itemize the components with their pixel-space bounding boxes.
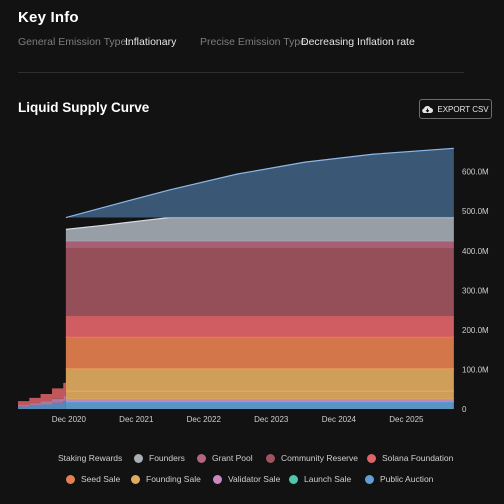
- legend-item-founding_sale[interactable]: Founding Sale: [131, 474, 201, 484]
- area-founding_sale-3: [65, 391, 454, 400]
- legend-item-grant_pool[interactable]: Grant Pool: [197, 453, 253, 463]
- y-tick-label: 200.0M: [462, 326, 489, 335]
- y-tick-label: 500.0M: [462, 207, 489, 216]
- y-tick-label: 100.0M: [462, 365, 489, 374]
- export-csv-label: EXPORT CSV: [437, 104, 489, 114]
- general-emission-value: Inflationary: [125, 36, 177, 48]
- liquid-supply-title: Liquid Supply Curve: [18, 100, 150, 115]
- y-tick-label: 400.0M: [462, 247, 489, 256]
- legend-label: Public Auction: [380, 474, 434, 484]
- legend-dot: [266, 453, 275, 463]
- legend-label: Solana Foundation: [382, 453, 454, 463]
- legend-label: Founding Sale: [146, 474, 201, 484]
- area-founding_sale-4: [65, 368, 454, 392]
- legend-label: Community Reserve: [281, 453, 358, 463]
- legend-item-community_reserve[interactable]: Community Reserve: [266, 453, 358, 463]
- area-seed_sale-5: [65, 337, 454, 369]
- legend-dot: [289, 474, 298, 484]
- legend-item-seed_sale[interactable]: Seed Sale: [66, 474, 120, 484]
- y-tick-label: 600.0M: [462, 168, 489, 177]
- legend-label: Launch Sale: [304, 474, 352, 484]
- legend-label: Validator Sale: [228, 474, 281, 484]
- x-tick-label: Dec 2024: [322, 415, 357, 424]
- x-tick-label: Dec 2022: [187, 415, 222, 424]
- general-emission-label: General Emission Type:: [18, 36, 130, 48]
- x-tick-label: Dec 2021: [119, 415, 154, 424]
- area-public_auction-0: [65, 401, 454, 409]
- legend-dot: [365, 474, 374, 484]
- export-csv-button[interactable]: EXPORT CSV: [419, 99, 492, 119]
- pre-launch-band-1: [18, 395, 66, 407]
- area-founders-9: [65, 217, 454, 242]
- x-tick-label: Dec 2023: [254, 415, 289, 424]
- legend-label: Founders: [149, 453, 185, 463]
- key-info-title: Key Info: [18, 9, 79, 26]
- legend-dot: [134, 453, 143, 463]
- legend-dot: [197, 453, 206, 463]
- legend-item-founders[interactable]: Founders: [134, 453, 185, 463]
- pre-launch-band-0: [18, 401, 66, 409]
- legend-dot: [213, 474, 222, 484]
- legend-item-launch_sale[interactable]: Launch Sale: [289, 474, 351, 484]
- legend-item-staking_rewards[interactable]: Staking Rewards: [58, 453, 122, 463]
- legend-item-public_auction[interactable]: Public Auction: [365, 474, 433, 484]
- area-staking_rewards-10-edge: [65, 147, 454, 219]
- area-community_reserve-7: [65, 247, 454, 317]
- y-tick-label: 0: [462, 405, 467, 414]
- legend-dot: [66, 474, 75, 484]
- area-staking_rewards-10: [65, 148, 454, 218]
- legend-item-validator_sale[interactable]: Validator Sale: [213, 474, 280, 484]
- legend-dot: [131, 474, 140, 484]
- pre-launch-band-2: [18, 382, 66, 406]
- x-tick-label: Dec 2020: [52, 415, 87, 424]
- precise-emission-label: Precise Emission Type:: [200, 36, 309, 48]
- precise-emission-value: Decreasing Inflation rate: [301, 36, 415, 48]
- area-validator_sale-2: [65, 399, 454, 402]
- legend-dot: [367, 453, 376, 463]
- area-grant_pool-8: [65, 241, 454, 248]
- x-tick-label: Dec 2025: [389, 415, 424, 424]
- legend-label: Staking Rewards: [58, 453, 123, 463]
- cloud-download-icon: [422, 105, 434, 114]
- emission-info-row: General Emission Type: Inflationary Prec…: [0, 36, 504, 50]
- area-solana_foundation-6: [65, 316, 454, 338]
- legend-item-solana_foundation[interactable]: Solana Foundation: [367, 453, 453, 463]
- y-tick-label: 300.0M: [462, 286, 489, 295]
- legend-label: Seed Sale: [81, 474, 121, 484]
- legend-label: Grant Pool: [212, 453, 253, 463]
- section-divider: [18, 72, 464, 73]
